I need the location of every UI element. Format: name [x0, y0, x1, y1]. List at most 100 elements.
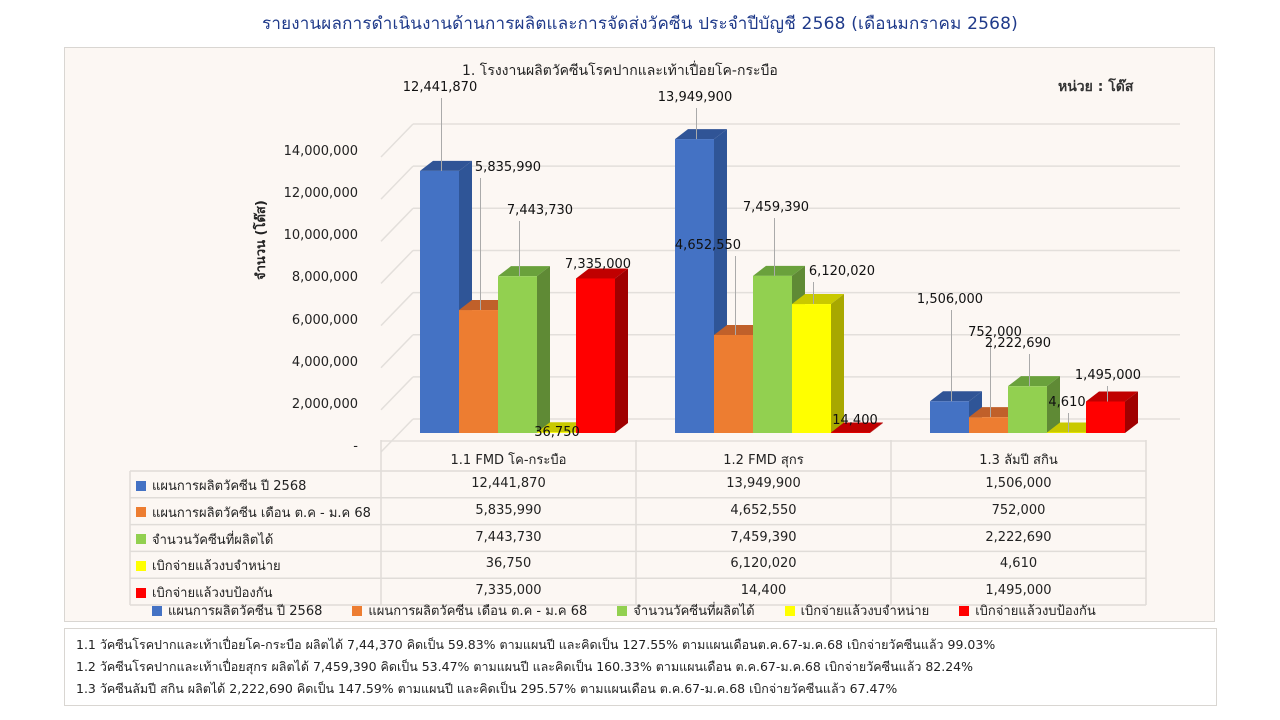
unit-label: หน่วย : โด๊ส — [1058, 79, 1134, 95]
table-cell: 12,441,870 — [471, 476, 546, 491]
chart-title: 1. โรงงานผลิตวัคซีนโรคปากและเท้าเปื่อยโค… — [462, 63, 778, 79]
y-tick-label: - — [353, 439, 358, 454]
page-title: รายงานผลการดำเนินงานด้านการผลิตและการจัด… — [262, 14, 1018, 34]
table-cell: 13,949,900 — [726, 476, 801, 491]
bar — [420, 170, 459, 433]
data-label: 2,222,690 — [984, 336, 1052, 351]
legend-item: แผนการผลิตวัคซีน ปี 2568 — [152, 600, 322, 621]
bar-top-face — [675, 129, 727, 140]
y-tick-label: 10,000,000 — [283, 228, 358, 244]
data-label: 1,506,000 — [916, 292, 984, 307]
y-tick-label: 14,000,000 — [283, 144, 358, 160]
data-label: 1,495,000 — [1074, 368, 1142, 383]
notes-box: 1.1 วัคซีนโรคปากและเท้าเปื่อยโค-กระบือ ผ… — [64, 628, 1217, 706]
bar-top-face — [1086, 391, 1138, 402]
bar-side-face — [537, 266, 550, 433]
data-label: 4,610 — [1048, 395, 1086, 410]
table-cell: 7,443,730 — [475, 529, 542, 545]
table-cell: 2,222,690 — [985, 529, 1052, 545]
data-label: 36,750 — [534, 425, 580, 440]
bar-side-face — [615, 268, 628, 433]
bar-side-face — [1125, 391, 1138, 433]
table-cell: 1,495,000 — [985, 583, 1052, 599]
table-cell: 36,750 — [485, 556, 532, 572]
legend-swatch-icon — [136, 534, 146, 545]
bar — [498, 276, 537, 433]
table-row-label: เบิกจ่ายแล้วงบจำหน่าย — [136, 555, 281, 576]
legend-swatch-icon — [136, 560, 146, 571]
legend-item: แผนการผลิตวัคซีน เดือน ต.ค - ม.ค 68 — [352, 600, 587, 621]
table-cell: 4,652,550 — [730, 502, 797, 518]
legend-swatch-icon — [352, 605, 363, 616]
bar-top-face — [753, 265, 805, 276]
bar-top-face — [576, 268, 628, 279]
data-label: 6,120,020 — [808, 264, 876, 279]
data-label: 7,443,730 — [506, 203, 574, 218]
table-cell: 4,610 — [999, 556, 1038, 572]
bar — [792, 304, 831, 433]
table-cell: 1,506,000 — [985, 476, 1052, 491]
data-label: 12,441,870 — [402, 80, 478, 95]
data-label: 5,835,990 — [474, 160, 542, 175]
legend-swatch-icon — [136, 587, 146, 598]
bar — [675, 139, 714, 433]
table-cell: 5,835,990 — [475, 502, 542, 518]
table-row-label: แผนการผลิตวัคซีน ปี 2568 — [136, 475, 306, 496]
legend-swatch-icon — [617, 605, 628, 616]
data-label: 4,652,550 — [674, 238, 742, 253]
y-tick-label: 12,000,000 — [283, 186, 358, 202]
legend-swatch-icon — [152, 605, 162, 616]
bar-top-face — [930, 391, 982, 402]
y-tick-label: 4,000,000 — [291, 354, 358, 370]
table-column-header: 1.1 FMD โค-กระบือ — [450, 453, 567, 468]
legend-item: เบิกจ่ายแล้วงบจำหน่าย — [784, 600, 929, 621]
bar-top-face — [1008, 376, 1060, 387]
bar-top-face — [498, 266, 550, 277]
table-row-label: จำนวนวัคซีนที่ผลิตได้ — [136, 529, 273, 550]
table-row-label: เบิกจ่ายแล้วงบป้องกัน — [136, 582, 273, 603]
note-line-2: 1.2 วัคซีนโรคปากและเท้าเปื่อยสุกร ผลิตได… — [76, 659, 974, 674]
bar-top-face — [420, 160, 472, 171]
table-cell: 6,120,020 — [730, 556, 797, 572]
table-cell: 14,400 — [740, 583, 787, 599]
bar — [537, 432, 576, 433]
legend-swatch-icon — [784, 605, 795, 616]
table-cell: 7,335,000 — [475, 583, 542, 599]
bar — [831, 432, 870, 433]
note-line-1: 1.1 วัคซีนโรคปากและเท้าเปื่อยโค-กระบือ ผ… — [76, 637, 996, 652]
bar — [930, 401, 969, 433]
table-cell: 752,000 — [991, 502, 1046, 518]
bar — [969, 417, 1008, 433]
y-tick-label: 6,000,000 — [291, 312, 358, 328]
table-cell: 7,459,390 — [730, 529, 797, 545]
bar — [753, 275, 792, 433]
legend-item: เบิกจ่ายแล้วงบป้องกัน — [959, 600, 1096, 621]
y-tick-label: 2,000,000 — [291, 396, 358, 412]
bar — [576, 278, 615, 433]
bar-side-face — [831, 294, 844, 433]
bar — [1086, 401, 1125, 433]
legend-swatch-icon — [136, 507, 146, 518]
table-column-header: 1.2 FMD สุกร — [723, 453, 804, 468]
table-column-header: 1.3 ลัมปี สกิน — [979, 453, 1058, 468]
data-label: 14,400 — [832, 413, 878, 428]
bar-top-face — [792, 294, 844, 305]
legend: แผนการผลิตวัคซีน ปี 2568 แผนการผลิตวัคซีน… — [152, 600, 1126, 621]
bar-side-face — [870, 422, 883, 433]
data-label: 13,949,900 — [657, 90, 733, 105]
y-tick-label: 8,000,000 — [291, 270, 358, 286]
legend-swatch-icon — [136, 480, 146, 491]
bar-side-face — [1047, 376, 1060, 433]
bar — [1047, 432, 1086, 433]
table-row-label: แผนการผลิตวัคซีน เดือน ต.ค - ม.ค 68 — [136, 502, 371, 523]
legend-swatch-icon — [959, 605, 970, 616]
bar-top-face — [831, 422, 883, 433]
legend-item: จำนวนวัคซีนที่ผลิตได้ — [617, 600, 755, 621]
data-label: 752,000 — [968, 325, 1022, 340]
bar — [1008, 386, 1047, 433]
bar — [459, 310, 498, 433]
data-label: 7,459,390 — [742, 200, 810, 215]
note-line-3: 1.3 วัคซีนลัมปี สกิน ผลิตได้ 2,222,690 ค… — [76, 681, 898, 696]
bar — [714, 334, 753, 433]
